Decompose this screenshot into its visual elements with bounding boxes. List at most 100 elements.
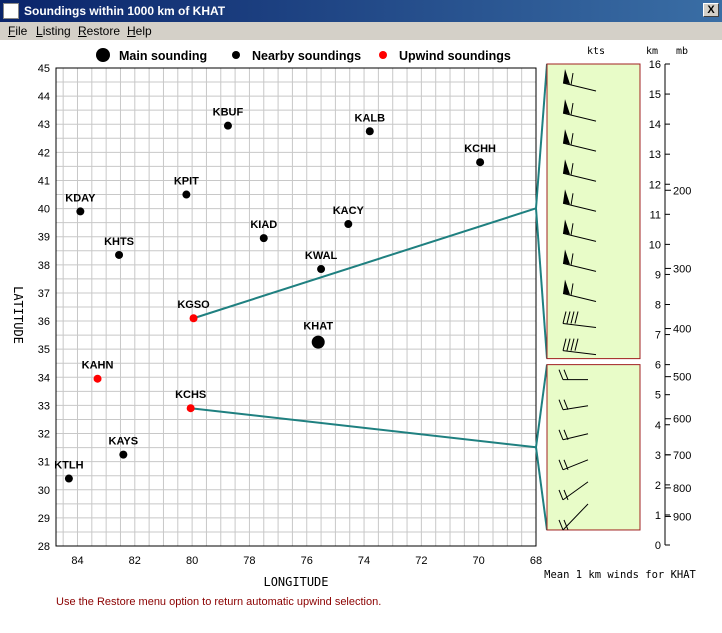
wind-barb <box>562 159 597 182</box>
km-tick-label: 15 <box>649 89 661 101</box>
wind-barb <box>562 69 597 92</box>
barb-feather <box>570 163 574 176</box>
barb-feather <box>562 311 567 324</box>
km-tick-label: 9 <box>655 269 661 281</box>
barb-feather <box>570 311 575 324</box>
barb-feather <box>563 429 569 440</box>
nearby-station-marker <box>259 234 268 243</box>
nearby-station-marker <box>115 250 124 259</box>
wind-barb <box>562 129 597 152</box>
menu-listing[interactable]: Listing <box>36 24 71 38</box>
wind-profile-axes: kts km mb 012345678910111213141516200300… <box>587 46 691 552</box>
x-tick-label: 80 <box>186 555 198 567</box>
x-tick-label: 76 <box>301 555 313 567</box>
nearby-station-label: KIAD <box>250 219 277 231</box>
mb-tick-label: 200 <box>673 185 691 197</box>
x-tick-label: 68 <box>530 555 542 567</box>
window-title: Soundings within 1000 km of KHAT <box>24 4 226 18</box>
upwind-station-label: KAHN <box>82 360 114 372</box>
wind-barb <box>558 503 589 531</box>
barb-feather <box>566 311 571 324</box>
wind-barb <box>558 369 588 381</box>
km-header: km <box>646 46 658 57</box>
barb-staff <box>562 262 597 272</box>
barb-staff <box>562 503 589 531</box>
close-button[interactable]: X <box>703 3 719 17</box>
wind-panel-1 <box>546 63 641 360</box>
barb-staff <box>562 323 597 329</box>
barb-staff <box>562 172 597 182</box>
barb-flag <box>563 279 570 295</box>
y-tick-label: 31 <box>38 457 50 469</box>
barb-feather <box>566 338 571 351</box>
soundings-chart: Main sounding Nearby soundings Upwind so… <box>11 46 697 608</box>
km-tick-label: 2 <box>655 480 661 492</box>
nearby-station-label: KDAY <box>65 192 96 204</box>
mb-tick-label: 600 <box>673 414 691 426</box>
barb-feather <box>558 429 564 440</box>
mb-tick-label: 400 <box>673 324 691 336</box>
nearby-station-marker <box>76 207 85 216</box>
barb-feather <box>563 459 569 471</box>
barb-flag <box>563 99 570 115</box>
y-tick-label: 38 <box>38 260 50 272</box>
x-tick-label: 74 <box>358 555 370 567</box>
upwind-station-marker <box>186 404 195 413</box>
y-tick-label: 42 <box>38 147 50 159</box>
upwind-station-label: KCHS <box>175 389 206 401</box>
y-tick-label: 37 <box>38 288 50 300</box>
km-tick-label: 1 <box>655 510 661 522</box>
barb-feather <box>558 519 564 531</box>
wind-barb <box>562 338 597 356</box>
restore-note: Use the Restore menu option to return au… <box>56 596 381 608</box>
wind-barb <box>558 429 589 441</box>
title-bar: Soundings within 1000 km of KHAT X <box>0 0 722 22</box>
barb-feather <box>570 338 575 351</box>
km-tick-label: 16 <box>649 59 661 71</box>
nearby-station-marker <box>317 265 326 274</box>
nearby-station-label: KALB <box>355 112 386 124</box>
menu-help[interactable]: Help <box>127 24 152 38</box>
menu-file[interactable]: File <box>8 24 28 38</box>
barb-feather <box>558 459 564 471</box>
mb-tick-label: 900 <box>673 511 691 523</box>
menu-restore[interactable]: Restore <box>78 24 121 38</box>
nearby-station-marker <box>223 121 232 130</box>
mb-tick-label: 700 <box>673 450 691 462</box>
y-tick-label: 29 <box>38 513 50 525</box>
x-tick-labels: 84 82 80 78 76 74 72 70 68 <box>71 555 542 567</box>
barb-flag <box>563 189 570 205</box>
km-tick-label: 6 <box>655 360 661 372</box>
x-tick-label: 72 <box>415 555 427 567</box>
mb-header: mb <box>676 46 688 57</box>
barb-staff <box>562 350 597 356</box>
upwind-station-marker <box>93 374 102 383</box>
kts-header: kts <box>587 46 605 57</box>
nearby-station-label: KACY <box>333 205 365 217</box>
y-tick-label: 45 <box>38 63 50 75</box>
station-markers: KHAT KBUF KALB KCHH KPIT KDAY KACY KIAD KHTS KWAL… <box>54 107 496 483</box>
y-tick-label: 28 <box>38 541 50 553</box>
km-tick-label: 0 <box>655 540 661 552</box>
km-tick-label: 10 <box>649 239 661 251</box>
wind-panel-2 <box>546 364 641 531</box>
connector-line <box>190 407 537 449</box>
y-tick-label: 41 <box>38 175 50 187</box>
barb-feather <box>570 253 574 266</box>
wind-barb <box>562 249 597 272</box>
nearby-station-marker <box>119 450 128 459</box>
upwind-station-marker <box>189 314 198 323</box>
y-tick-label: 34 <box>38 372 50 384</box>
main-station-marker <box>311 335 325 349</box>
x-axis-label: LONGITUDE <box>263 575 328 589</box>
y-tick-label: 44 <box>38 91 50 103</box>
connector-bracket-top <box>535 63 548 209</box>
barb-feather <box>574 311 579 324</box>
chart-area: Main sounding Nearby soundings Upwind so… <box>0 40 722 633</box>
km-tick-label: 5 <box>655 390 661 402</box>
barb-feather <box>570 133 574 146</box>
nearby-station-label: KWAL <box>305 250 338 262</box>
wind-barb <box>558 399 589 411</box>
nearby-station-label: KHTS <box>104 236 134 248</box>
nearby-station-label: KBUF <box>213 107 244 119</box>
